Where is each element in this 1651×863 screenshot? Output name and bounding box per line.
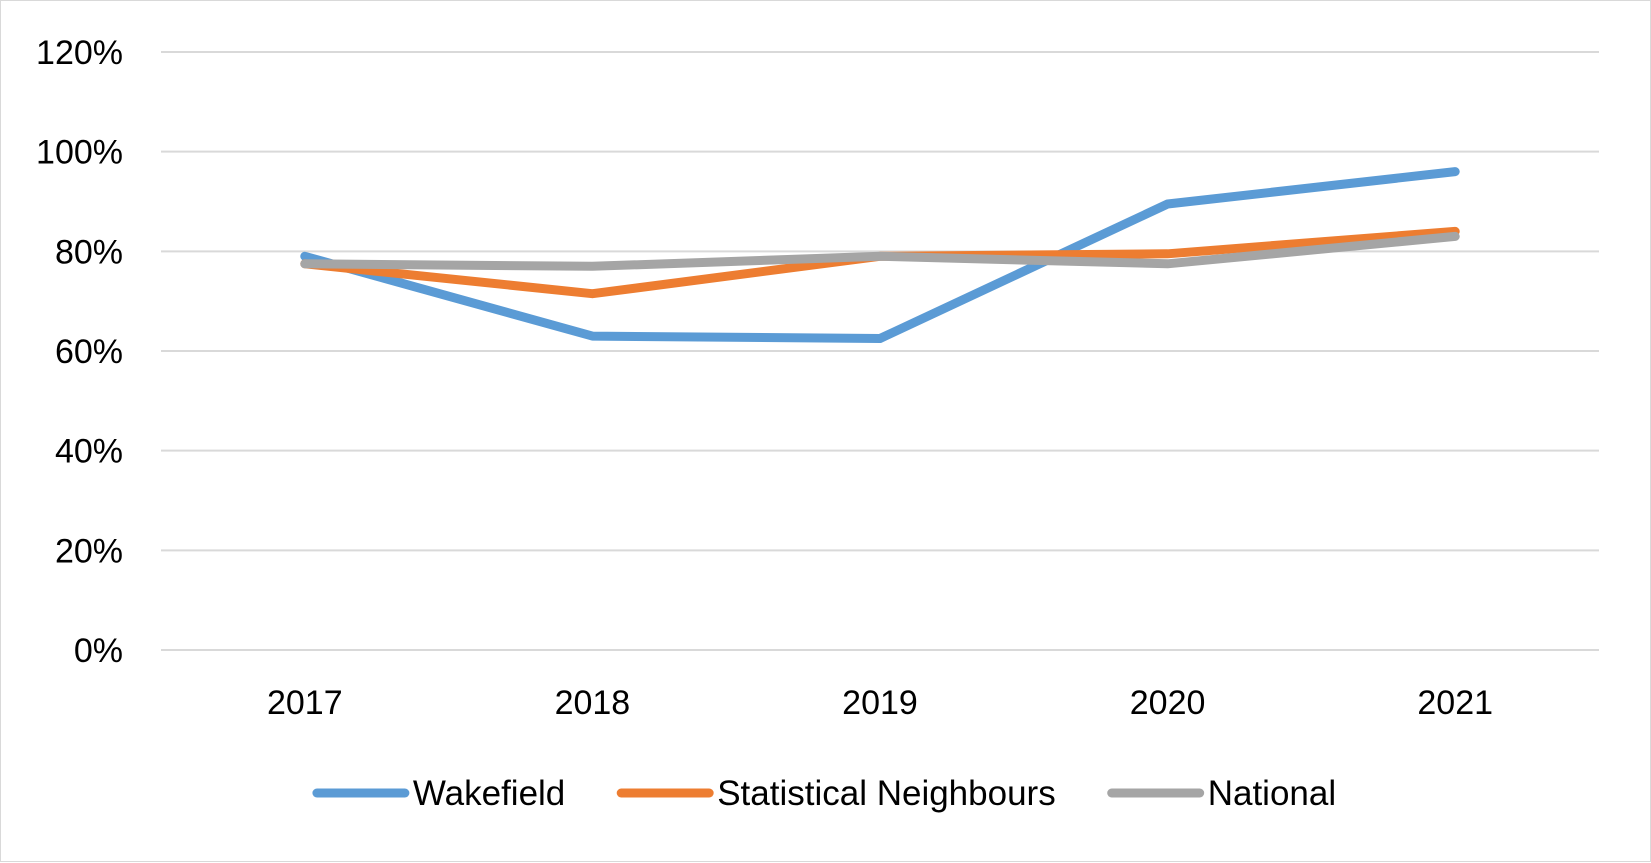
y-tick-label: 20% [55, 532, 123, 570]
x-tick-label: 2018 [555, 684, 631, 722]
series-lines [300, 167, 1460, 343]
x-tick-label: 2017 [267, 684, 343, 722]
gridlines [161, 51, 1599, 651]
y-tick-label: 60% [55, 333, 123, 371]
y-axis-tick-labels: 0% 20% 40% 60% 80% 100% 120% [36, 34, 123, 670]
legend: Wakefield Statistical Neighbours National [312, 774, 1336, 813]
x-tick-label: 2021 [1417, 684, 1493, 722]
legend-label: Wakefield [413, 774, 565, 813]
series-line-national [300, 231, 1460, 271]
y-tick-label: 120% [36, 34, 123, 72]
legend-item: National [1107, 774, 1336, 813]
y-tick-label: 100% [36, 134, 123, 172]
x-tick-label: 2019 [842, 684, 918, 722]
y-tick-label: 40% [55, 433, 123, 471]
y-tick-label: 80% [55, 233, 123, 271]
legend-label: National [1208, 774, 1336, 813]
legend-item: Statistical Neighbours [616, 774, 1056, 813]
legend-label: Statistical Neighbours [717, 774, 1055, 813]
x-axis-tick-labels: 2017 2018 2019 2020 2021 [267, 684, 1493, 722]
series-line-wakefield [300, 167, 1460, 343]
legend-item: Wakefield [312, 774, 565, 813]
x-tick-label: 2020 [1130, 684, 1206, 722]
y-tick-label: 0% [74, 632, 123, 670]
